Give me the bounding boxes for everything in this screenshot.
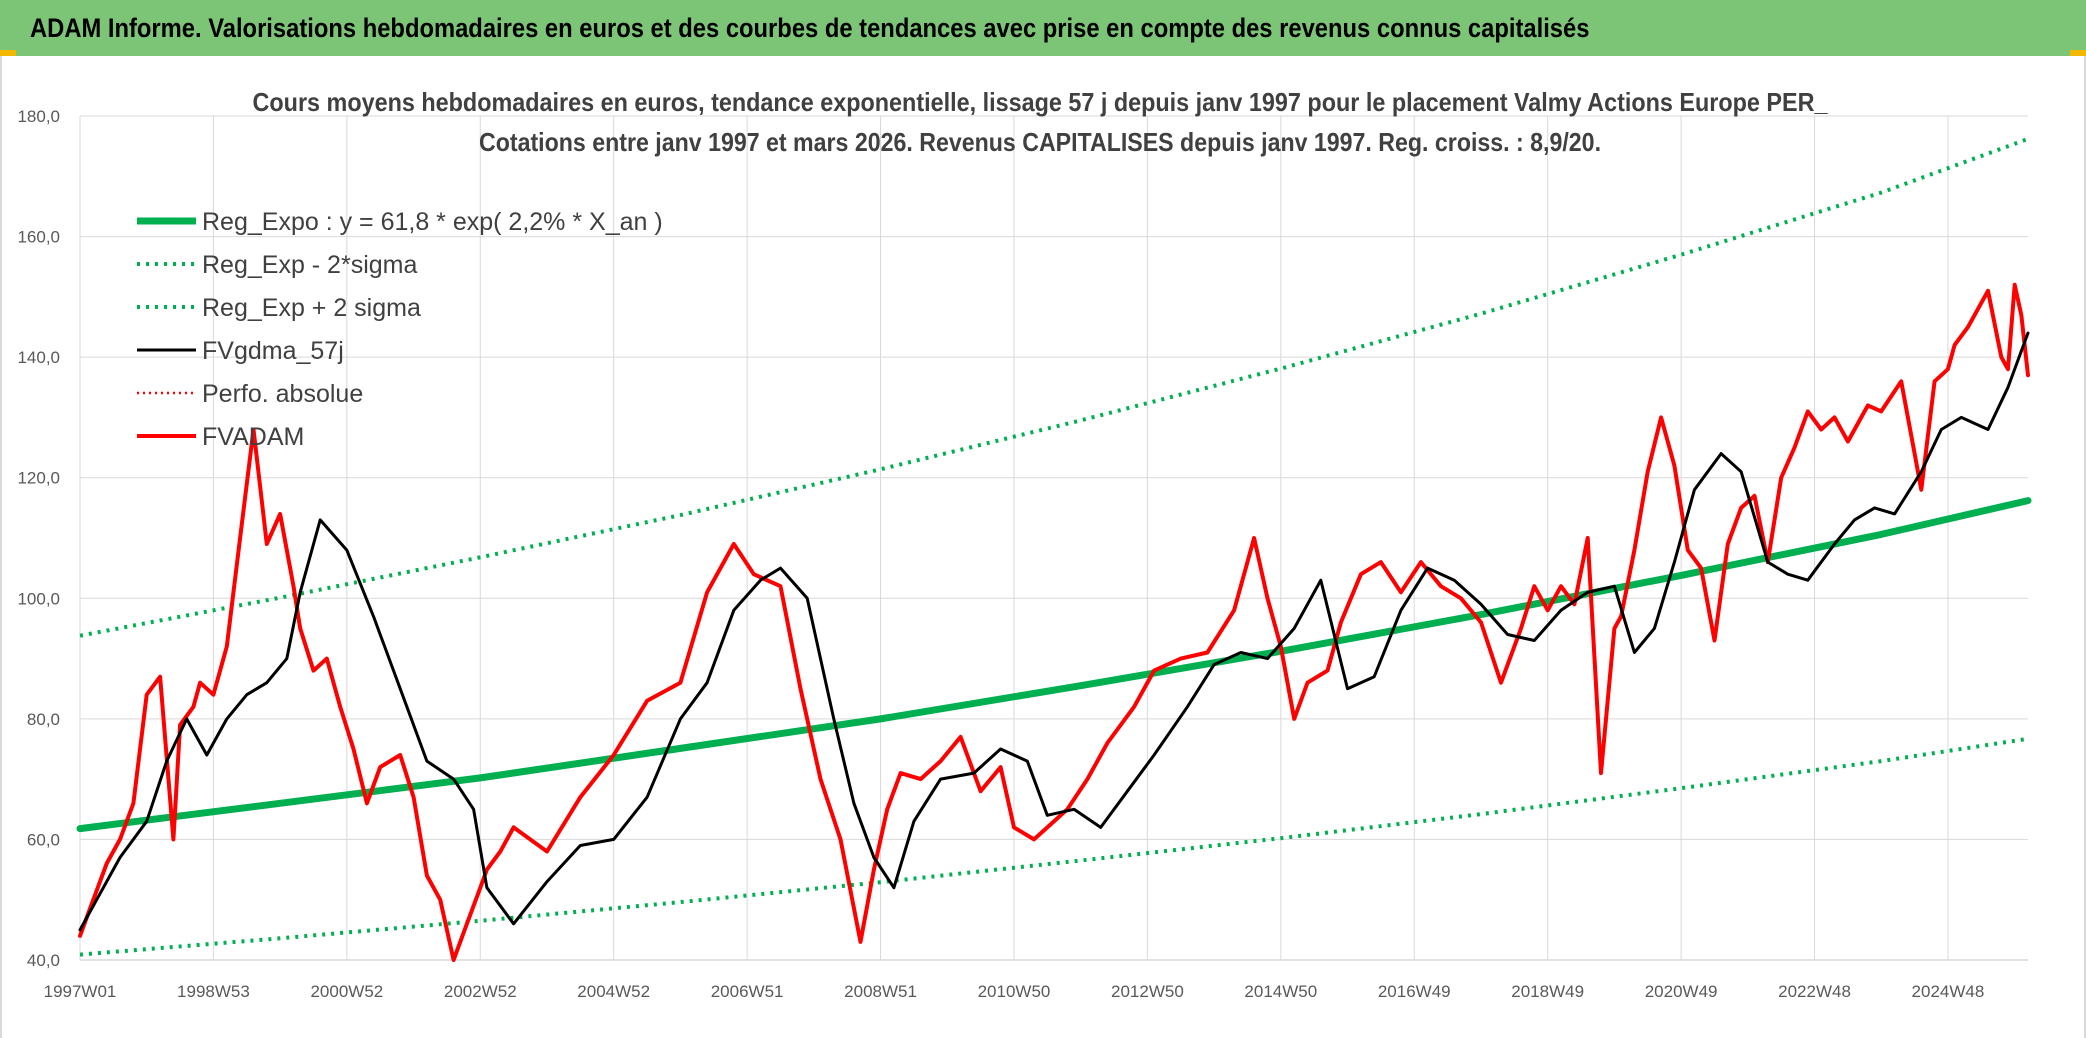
x-axis-tick-labels: 1997W01 1998W53 2000W52 2002W52 2004W52 2006W…: [44, 982, 1985, 1001]
legend-label-4: Perfo. absolue: [202, 380, 363, 408]
y-tick-label: 180,0: [17, 107, 60, 126]
x-tick-label: 2008W51: [844, 982, 917, 1001]
corner-marker-left: [0, 50, 16, 56]
corner-marker-right: [2070, 50, 2086, 56]
series-layer: [76, 137, 2032, 962]
series-line-0: [76, 497, 2032, 833]
x-tick-label: 1997W01: [44, 982, 117, 1001]
chart-legend: Reg_Expo : y = 61,8 * exp( 2,2% * X_an )…: [137, 208, 663, 451]
y-tick-label: 80,0: [27, 710, 60, 729]
x-tick-label: 2002W52: [444, 982, 517, 1001]
series-line-5: [78, 282, 2030, 962]
x-tick-label: 2020W49: [1645, 982, 1718, 1001]
y-tick-label: 40,0: [27, 951, 60, 970]
x-tick-label: 2022W48: [1778, 982, 1851, 1001]
x-tick-label: 2010W50: [978, 982, 1051, 1001]
series-line-1: [79, 736, 2029, 957]
report-header: ADAM Informe. Valorisations hebdomadaire…: [0, 0, 2086, 56]
legend-label-0: Reg_Expo : y = 61,8 * exp( 2,2% * X_an ): [202, 208, 663, 236]
x-tick-label: 2016W49: [1378, 982, 1451, 1001]
chart-subtitle: Cotations entre janv 1997 et mars 2026. …: [479, 127, 1601, 157]
legend-label-2: Reg_Exp + 2 sigma: [202, 294, 421, 322]
x-tick-label: 2014W50: [1244, 982, 1317, 1001]
legend-label-3: FVgdma_57j: [202, 337, 344, 365]
x-tick-label: 1998W53: [177, 982, 250, 1001]
legend-label-5: FVADAM: [202, 423, 304, 451]
x-tick-label: 2018W49: [1511, 982, 1584, 1001]
chart-frame: [0, 56, 2086, 1038]
y-tick-label: 140,0: [17, 348, 60, 367]
legend-label-1: Reg_Exp - 2*sigma: [202, 251, 417, 279]
y-axis-tick-labels: 40,0 60,0 80,0 100,0 120,0 140,0 160,0 180,0: [17, 107, 60, 970]
x-tick-label: 2024W48: [1912, 982, 1985, 1001]
x-tick-label: 2004W52: [577, 982, 650, 1001]
y-tick-label: 60,0: [27, 830, 60, 849]
series-line-3: [78, 331, 2030, 932]
chart-title: Cours moyens hebdomadaires en euros, ten…: [253, 87, 1828, 117]
x-tick-label: 2000W52: [310, 982, 383, 1001]
y-tick-label: 120,0: [17, 469, 60, 488]
x-tick-label: 2012W50: [1111, 982, 1184, 1001]
y-tick-label: 160,0: [17, 228, 60, 247]
x-tick-label: 2006W51: [711, 982, 784, 1001]
vertical-gridlines: [79, 116, 1949, 960]
report-title: ADAM Informe. Valorisations hebdomadaire…: [30, 13, 1590, 43]
y-tick-label: 100,0: [17, 589, 60, 608]
